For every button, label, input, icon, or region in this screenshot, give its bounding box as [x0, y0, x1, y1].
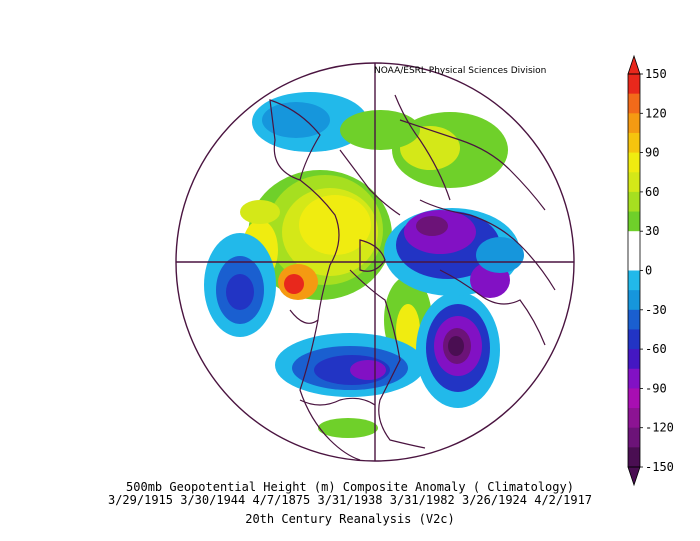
anomaly-positive-core-red [284, 274, 304, 294]
coastline-europe-asia [419, 199, 556, 291]
colorbar-tick-label: 30 [645, 224, 659, 238]
colorbar-tick-label: 60 [645, 185, 659, 199]
map-boundary-circle [175, 62, 575, 462]
colorbar-segment [628, 74, 640, 95]
coastline-greenland [359, 239, 386, 272]
colorbar-segment [628, 427, 640, 448]
colorbar-segment [628, 388, 640, 409]
colorbar-tick-label: -120 [645, 421, 674, 435]
anomaly-negative-atlantic-core [448, 336, 464, 356]
coastline-alaska [269, 99, 321, 181]
colorbar-segment [628, 132, 640, 154]
colorbar-tick-label: -30 [645, 303, 667, 317]
colorbar-segment [628, 329, 640, 350]
anomaly-positive-canada-4 [299, 195, 371, 255]
anomaly-negative-europe-core [416, 216, 448, 236]
colorbar-tick-label: 120 [645, 106, 667, 120]
colorbar-segment [628, 309, 640, 330]
colorbar-segment [628, 211, 640, 232]
title-line2: 3/29/1915 3/30/1944 4/7/1875 3/31/1938 3… [107, 493, 593, 507]
coastline-arctic-siberia [394, 94, 451, 201]
colorbar-segment [628, 447, 640, 468]
coastline-west-canada [289, 179, 340, 324]
colorbar-tick-label: -60 [645, 342, 667, 356]
colorbar-top-arrow [627, 54, 641, 75]
coastline-west-americas [299, 319, 361, 461]
anomaly-negative-asia [476, 237, 524, 273]
anomaly-positive-pacific-north [240, 200, 280, 224]
colorbar-tick-label: 150 [645, 67, 667, 81]
colorbar-segment [628, 270, 640, 291]
colorbar-tick-label: 90 [645, 146, 659, 160]
anomaly-field [204, 92, 524, 438]
title-line1: 500mb Geopotential Height (m) Composite … [126, 480, 574, 494]
colorbar-segment [628, 290, 640, 311]
colorbar-segment [628, 250, 640, 271]
colorbar-tick-label: -90 [645, 381, 667, 395]
colorbar-segment [628, 231, 640, 252]
colorbar-segment [628, 93, 640, 114]
anomaly-positive-south [318, 418, 378, 438]
colorbar-segment [628, 408, 640, 429]
title-line3: 20th Century Reanalysis (V2c) [245, 512, 455, 526]
anomaly-negative-gulf-core [350, 360, 386, 380]
colorbar-segment [628, 191, 640, 213]
anomaly-negative-pacific-core [226, 274, 254, 310]
colorbar-segment [628, 368, 640, 389]
coastline-north-asia [399, 119, 546, 211]
coastlines [269, 94, 556, 461]
colorbar-tick-label: 0 [645, 264, 652, 278]
credit-label: NOAA/ESRL Physical Sciences Division [374, 66, 547, 76]
colorbar-segment [628, 172, 640, 193]
coastline-south-europe [439, 269, 546, 346]
coastline-arctic-islands [339, 149, 401, 216]
colorbar-segment [628, 349, 640, 370]
colorbar-tick-label: -150 [645, 460, 674, 474]
anomaly-negative-alaska-core [262, 102, 330, 138]
colorbar-segment [628, 113, 640, 134]
colorbar-segment [628, 152, 640, 173]
coastline-east-americas [349, 269, 426, 449]
coastline-central-america [299, 397, 376, 406]
